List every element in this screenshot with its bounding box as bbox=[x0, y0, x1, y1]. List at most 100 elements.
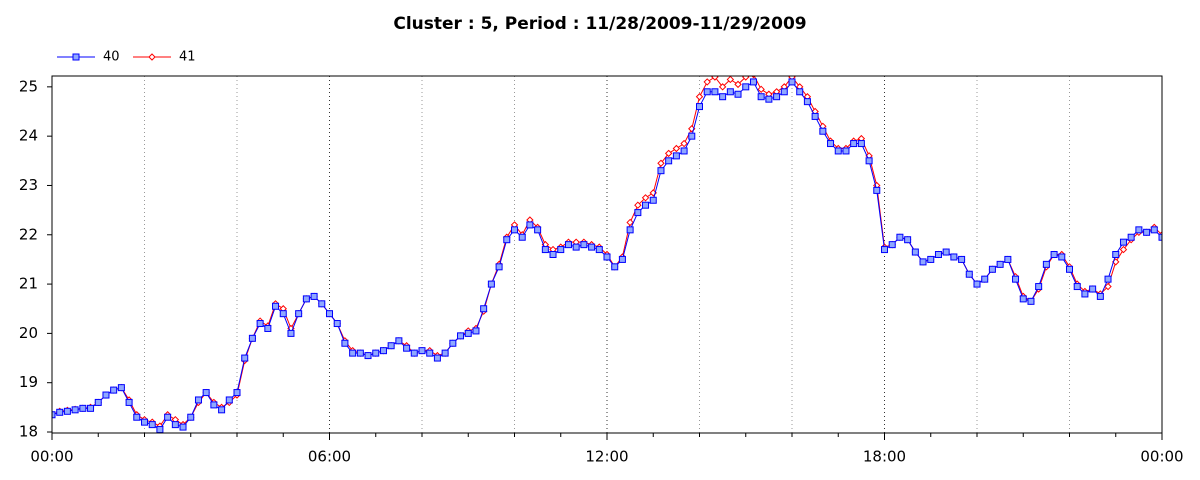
data-point bbox=[865, 157, 873, 165]
data-point bbox=[672, 144, 681, 153]
data-point bbox=[1119, 245, 1128, 254]
data-point bbox=[934, 251, 942, 258]
data-point bbox=[649, 196, 657, 204]
data-point bbox=[480, 305, 488, 313]
data-point bbox=[1012, 275, 1020, 283]
data-point bbox=[788, 78, 796, 86]
data-point bbox=[626, 226, 634, 234]
data-point bbox=[326, 310, 333, 318]
data-point bbox=[827, 140, 835, 148]
data-point bbox=[757, 85, 765, 94]
data-point bbox=[457, 332, 465, 340]
data-point bbox=[711, 88, 719, 96]
data-point bbox=[171, 421, 179, 429]
data-point bbox=[1104, 282, 1112, 291]
data-point bbox=[726, 88, 734, 96]
data-point bbox=[87, 404, 95, 412]
data-point bbox=[564, 241, 572, 249]
data-point bbox=[1104, 275, 1112, 283]
data-point bbox=[996, 260, 1004, 268]
data-point bbox=[487, 280, 495, 288]
data-point bbox=[202, 389, 210, 397]
y-tick-label: 24 bbox=[19, 127, 38, 145]
data-point bbox=[718, 83, 727, 91]
data-point bbox=[881, 246, 888, 254]
axes: 00:00 06:00 12:00 18:00 00:00 18 19 20 21 22 23 24 2… bbox=[19, 77, 1184, 465]
y-tick-label: 19 bbox=[19, 373, 38, 391]
x-tick-label: 00:00 bbox=[1140, 448, 1183, 466]
data-point bbox=[426, 349, 434, 357]
data-point bbox=[688, 132, 696, 140]
y-tick-label: 22 bbox=[19, 225, 38, 243]
x-tick-label: 00:00 bbox=[30, 448, 73, 466]
data-point bbox=[696, 103, 703, 111]
data-point bbox=[1150, 226, 1158, 234]
data-point bbox=[888, 241, 896, 249]
data-point bbox=[664, 149, 673, 158]
data-point bbox=[950, 253, 958, 261]
data-point bbox=[403, 344, 411, 352]
data-point bbox=[757, 93, 765, 101]
data-point bbox=[79, 404, 87, 412]
data-point bbox=[541, 246, 549, 254]
data-point bbox=[742, 83, 750, 91]
data-point bbox=[942, 248, 950, 256]
data-point bbox=[1127, 233, 1135, 241]
data-point bbox=[333, 320, 341, 328]
data-point bbox=[834, 147, 842, 155]
x-tick-label: 18:00 bbox=[863, 448, 906, 466]
data-point bbox=[773, 93, 781, 101]
data-point bbox=[503, 236, 511, 244]
data-point bbox=[349, 349, 357, 357]
data-point bbox=[626, 218, 634, 227]
data-point bbox=[711, 76, 719, 81]
data-point bbox=[857, 140, 865, 148]
data-point bbox=[1143, 228, 1151, 236]
data-point bbox=[148, 421, 156, 429]
data-point bbox=[133, 413, 141, 421]
data-point bbox=[395, 337, 403, 345]
data-point bbox=[580, 241, 588, 249]
data-point bbox=[102, 391, 110, 399]
data-point bbox=[1119, 238, 1127, 246]
data-point bbox=[1066, 265, 1073, 273]
data-point bbox=[618, 255, 626, 263]
data-point bbox=[719, 93, 727, 101]
data-point bbox=[1081, 290, 1089, 298]
data-point bbox=[218, 406, 226, 414]
y-tick-label: 25 bbox=[19, 77, 38, 95]
data-point bbox=[534, 226, 542, 234]
data-point bbox=[418, 347, 426, 355]
data-point bbox=[1096, 292, 1104, 300]
data-point bbox=[210, 401, 218, 409]
data-point bbox=[588, 243, 596, 251]
data-point bbox=[703, 88, 711, 96]
data-point bbox=[233, 389, 241, 397]
data-point bbox=[603, 253, 611, 261]
data-point bbox=[796, 88, 804, 96]
data-point bbox=[310, 292, 318, 300]
data-point bbox=[1158, 233, 1162, 241]
data-point bbox=[1073, 283, 1081, 291]
data-point bbox=[63, 407, 71, 415]
data-point bbox=[1035, 283, 1043, 291]
data-point bbox=[780, 88, 788, 96]
data-point bbox=[973, 280, 981, 288]
data-point bbox=[1089, 285, 1097, 293]
data-point bbox=[295, 310, 303, 318]
data-point bbox=[642, 201, 650, 209]
data-point bbox=[703, 78, 711, 86]
data-point bbox=[94, 398, 102, 406]
data-point bbox=[1050, 251, 1058, 258]
data-point bbox=[1004, 255, 1012, 263]
data-point bbox=[634, 201, 642, 209]
data-point bbox=[110, 386, 118, 394]
data-point bbox=[850, 140, 858, 148]
data-point bbox=[672, 152, 680, 160]
data-point bbox=[896, 233, 904, 241]
data-point bbox=[449, 339, 457, 347]
data-point bbox=[819, 127, 827, 135]
data-point bbox=[125, 398, 133, 406]
data-point bbox=[873, 186, 881, 194]
data-point bbox=[279, 310, 287, 318]
